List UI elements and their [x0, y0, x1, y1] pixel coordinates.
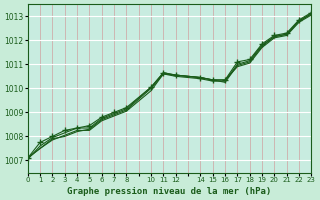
X-axis label: Graphe pression niveau de la mer (hPa): Graphe pression niveau de la mer (hPa) [68, 187, 272, 196]
